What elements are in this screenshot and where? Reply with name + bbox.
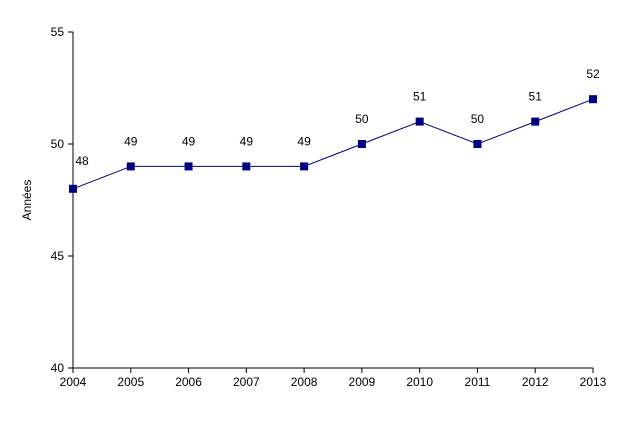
data-point-marker (531, 117, 540, 126)
y-axis-title: Années (20, 180, 34, 221)
data-label: 51 (529, 90, 543, 104)
data-point-marker (415, 117, 424, 126)
x-tick-label: 2008 (291, 375, 318, 389)
data-label: 50 (355, 112, 369, 126)
data-label: 50 (471, 112, 485, 126)
x-tick-label: 2012 (522, 375, 549, 389)
data-label: 52 (586, 67, 600, 81)
x-tick-label: 2006 (175, 375, 202, 389)
data-point-marker (357, 140, 366, 148)
x-tick-label: 2004 (60, 375, 87, 389)
data-label: 51 (413, 90, 427, 104)
data-label: 49 (297, 134, 311, 148)
data-label: 49 (182, 134, 196, 148)
x-tick-label: 2013 (580, 375, 607, 389)
x-tick-label: 2009 (349, 375, 376, 389)
data-point-marker (473, 140, 482, 148)
data-point-marker (300, 162, 309, 171)
data-point-marker (242, 162, 251, 171)
data-label: 49 (240, 134, 254, 148)
series (69, 95, 597, 193)
y-tick-label: 40 (51, 361, 65, 375)
x-tick-label: 2011 (465, 375, 491, 389)
data-point-marker (589, 95, 597, 104)
x-tick-label: 2007 (233, 375, 260, 389)
data-labels: 48 49 49 49 49 50 51 50 51 52 (75, 67, 600, 168)
y-tick-label: 50 (51, 137, 65, 151)
data-point-marker (184, 162, 193, 171)
series-line (72, 98, 594, 190)
data-label: 48 (75, 154, 89, 168)
data-point-marker (126, 162, 135, 171)
data-label: 49 (124, 134, 138, 148)
data-point-marker (69, 184, 77, 193)
axes: 40 45 50 55 2004 2005 2006 2007 2008 2009 2010 2011… (51, 25, 607, 389)
x-tick-label: 2010 (406, 375, 433, 389)
y-tick-label: 45 (51, 249, 65, 263)
y-tick-label: 55 (51, 25, 65, 39)
x-tick-label: 2005 (117, 375, 144, 389)
